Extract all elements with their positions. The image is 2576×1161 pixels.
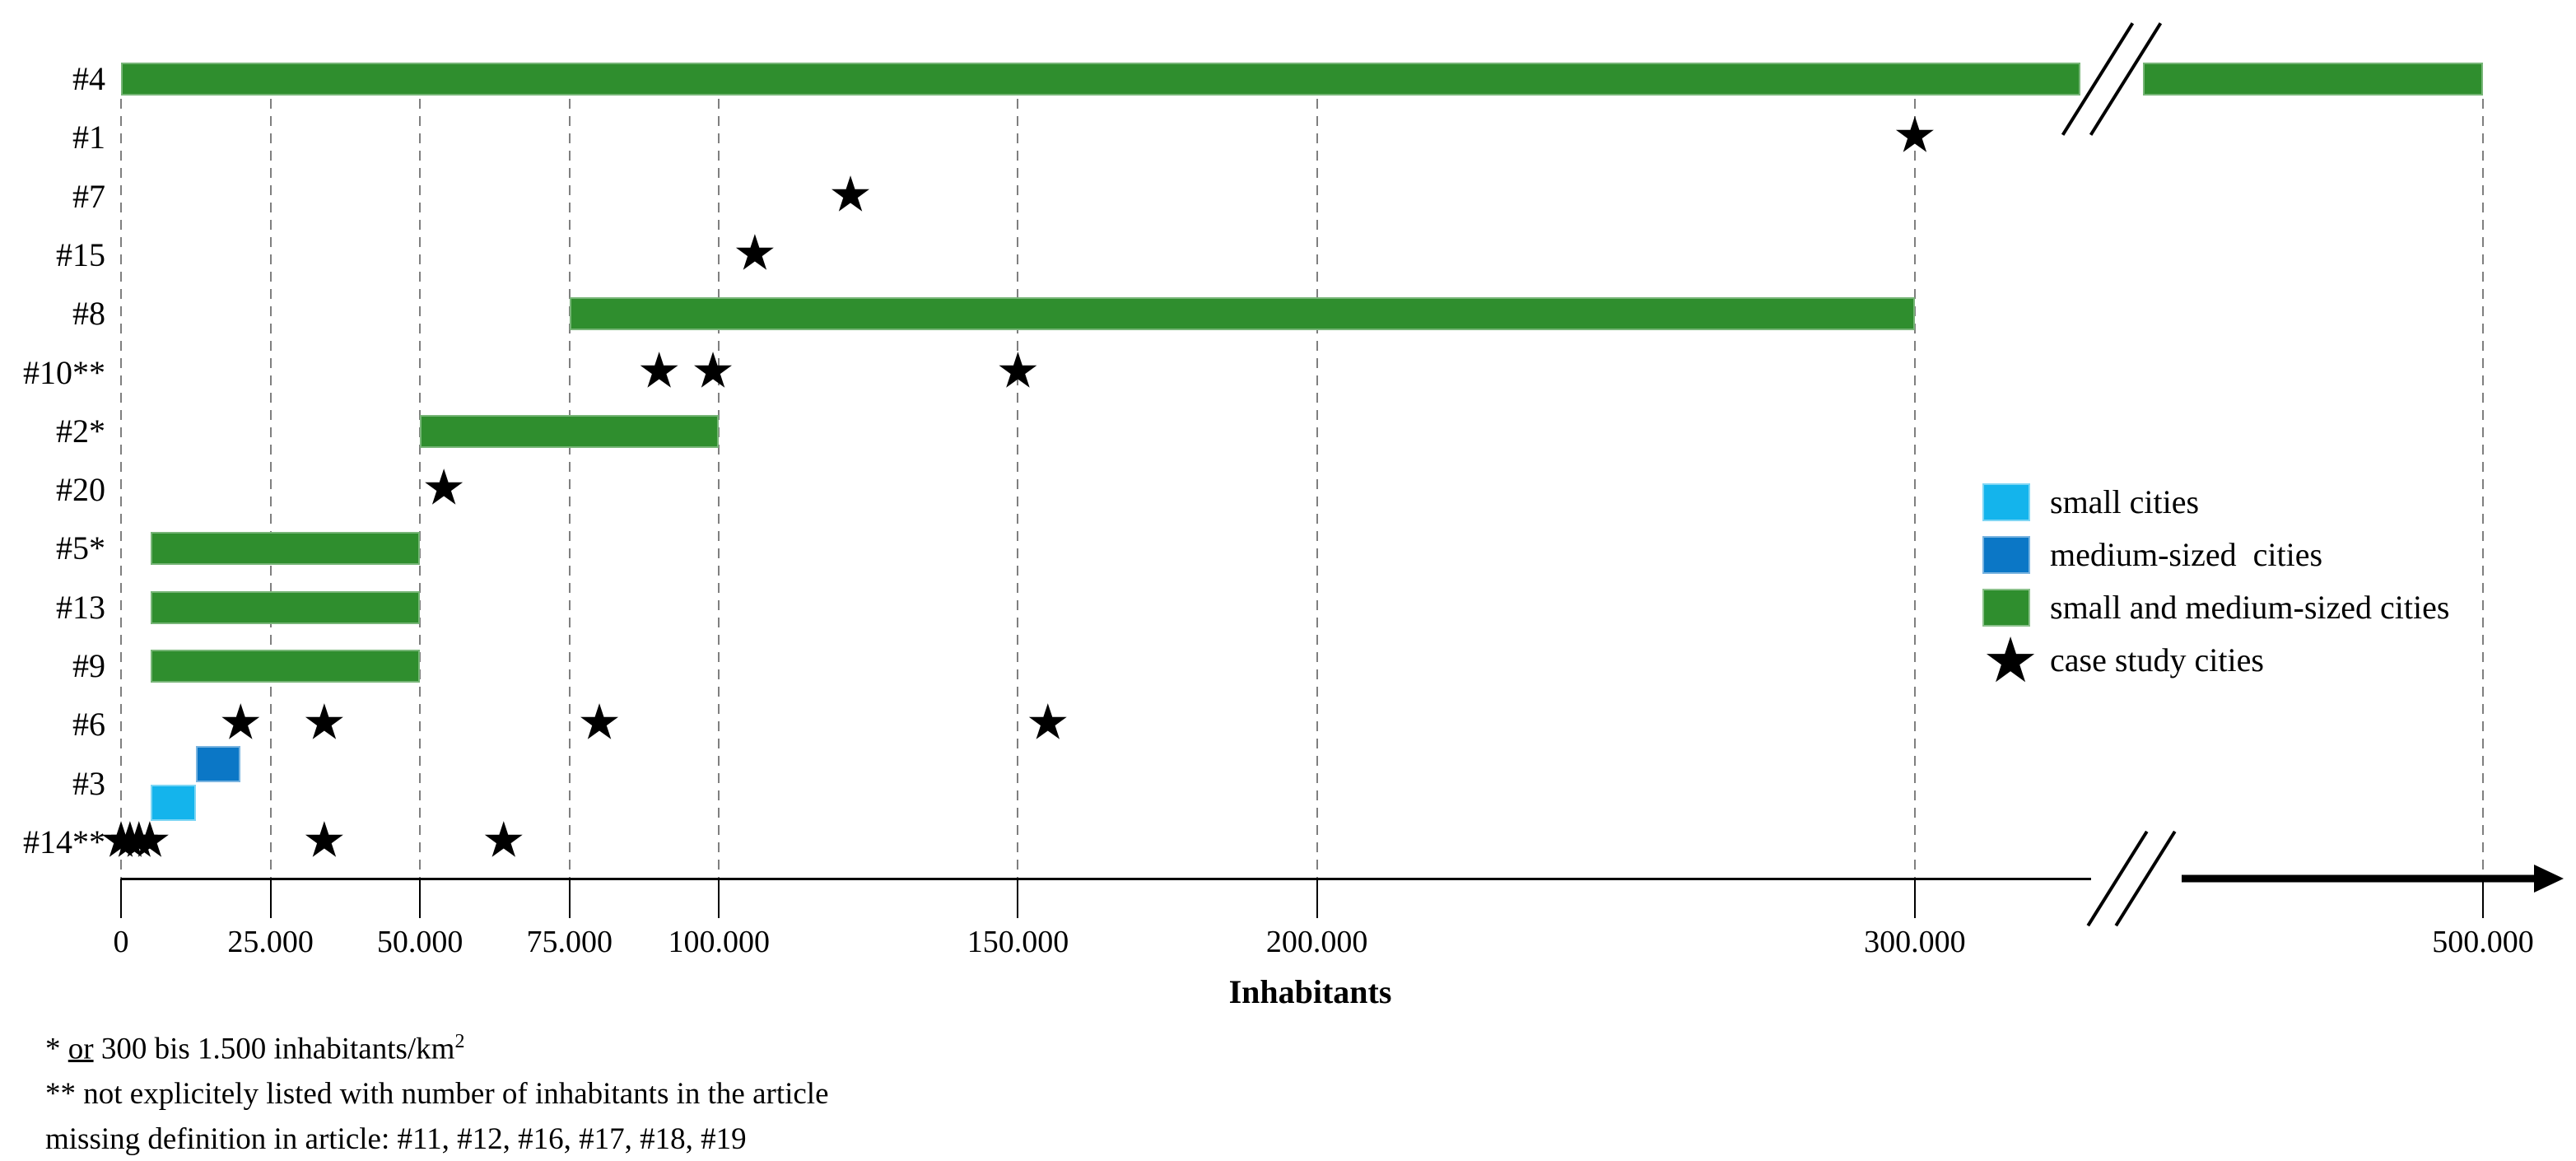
row-label: #5* bbox=[56, 529, 105, 567]
bar-segment bbox=[121, 63, 2080, 96]
legend-item-medium-cities: medium-sized cities bbox=[1982, 529, 2449, 581]
small-and-medium-cities-swatch bbox=[1982, 589, 2030, 627]
axis-tick-label: 0 bbox=[113, 925, 129, 959]
case-study-star: ★ bbox=[828, 166, 873, 224]
axis-tick bbox=[269, 879, 272, 918]
row-label: #7 bbox=[72, 177, 105, 215]
axis-tick-label: 50.000 bbox=[376, 925, 463, 959]
axis-break-slash bbox=[2086, 830, 2149, 927]
gridline bbox=[120, 99, 122, 879]
case-study-star: ★ bbox=[995, 342, 1041, 400]
case-study-star: ★ bbox=[116, 811, 161, 870]
gridline bbox=[1316, 99, 1318, 879]
small-cities-swatch bbox=[1982, 483, 2030, 521]
case-study-star: ★ bbox=[577, 693, 622, 752]
axis-break-slash bbox=[2114, 830, 2177, 927]
small-cities-square bbox=[151, 784, 196, 821]
axis-tick bbox=[1913, 879, 1916, 918]
case-study-star: ★ bbox=[127, 811, 172, 870]
case-study-star: ★ bbox=[732, 224, 777, 282]
footnote-1: * or 300 bis 1.500 inhabitants/km2 bbox=[45, 1031, 465, 1066]
bar bbox=[151, 590, 421, 624]
axis-tick bbox=[2482, 879, 2484, 918]
gridline bbox=[568, 99, 571, 879]
row-label: #6 bbox=[72, 706, 105, 744]
case-study-star: ★ bbox=[636, 342, 682, 400]
row-label: #3 bbox=[72, 764, 105, 802]
case-study-star: ★ bbox=[1892, 106, 1937, 165]
legend-label: medium-sized cities bbox=[2050, 536, 2323, 573]
axis-tick bbox=[419, 879, 422, 918]
row-label: #9 bbox=[72, 647, 105, 684]
bar bbox=[151, 532, 421, 566]
gridline bbox=[718, 99, 720, 879]
x-axis-line bbox=[121, 878, 2091, 880]
case-study-star: ★ bbox=[302, 811, 347, 870]
bar bbox=[569, 297, 1915, 331]
row-label: #13 bbox=[56, 588, 105, 626]
bar bbox=[151, 650, 421, 683]
axis-tick-label: 200.000 bbox=[1265, 925, 1368, 959]
case-study-star: ★ bbox=[1025, 693, 1070, 752]
gridline bbox=[419, 99, 422, 879]
row-label: #2* bbox=[56, 412, 105, 450]
row-label: #14** bbox=[23, 823, 105, 860]
legend-label: small and medium-sized cities bbox=[2050, 589, 2450, 626]
legend-label: small cities bbox=[2050, 483, 2200, 520]
axis-tick-label: 150.000 bbox=[967, 925, 1069, 959]
medium-cities-square bbox=[195, 745, 241, 782]
case-study-star: ★ bbox=[302, 693, 347, 752]
x-axis-title: Inhabitants bbox=[1228, 973, 1392, 1010]
row-label: #8 bbox=[72, 295, 105, 333]
row-label: #15 bbox=[56, 235, 105, 273]
footnote-3: missing definition in article: #11, #12,… bbox=[45, 1122, 747, 1157]
case-study-star: ★ bbox=[99, 811, 143, 870]
axis-tick bbox=[718, 879, 720, 918]
case-study-star: ★ bbox=[691, 342, 735, 400]
legend-item-small-and-medium-cities: small and medium-sized cities bbox=[1982, 581, 2449, 634]
row-label: #1 bbox=[72, 119, 105, 156]
axis-tick bbox=[120, 879, 122, 918]
legend-item-small-cities: small cities bbox=[1982, 476, 2449, 529]
x-axis-arrow-shaft bbox=[2182, 874, 2534, 883]
gridline bbox=[1913, 99, 1916, 879]
x-axis-arrowhead-icon bbox=[2534, 865, 2564, 893]
medium-cities-swatch bbox=[1982, 536, 2030, 574]
axis-tick-label: 25.000 bbox=[227, 925, 314, 959]
axis-tick bbox=[1316, 879, 1318, 918]
gridline bbox=[2482, 99, 2484, 879]
axis-tick-label: 100.000 bbox=[668, 925, 771, 959]
row-label: #4 bbox=[72, 60, 105, 97]
case-study-star: ★ bbox=[218, 693, 263, 752]
case-study-star: ★ bbox=[422, 459, 467, 517]
bar bbox=[420, 414, 720, 448]
gridline bbox=[1017, 99, 1019, 879]
legend-item-case-study-cities: ★ case study cities bbox=[1982, 623, 2449, 697]
row-label: #10** bbox=[23, 353, 105, 391]
case-study-star: ★ bbox=[481, 811, 526, 870]
axis-tick-label: 75.000 bbox=[526, 925, 613, 959]
axis-tick-label: 300.000 bbox=[1864, 925, 1966, 959]
axis-tick bbox=[568, 879, 571, 918]
axis-tick-label: 500.000 bbox=[2432, 925, 2534, 959]
footnotes: * or 300 bis 1.500 inhabitants/km2 ** no… bbox=[45, 1019, 829, 1161]
gridline bbox=[269, 99, 272, 879]
bar-segment bbox=[2143, 63, 2483, 96]
case-study-star: ★ bbox=[107, 811, 152, 870]
legend: small cities medium-sized cities small a… bbox=[1982, 476, 2449, 697]
axis-tick bbox=[1017, 879, 1019, 918]
legend-label: case study cities bbox=[2050, 641, 2264, 678]
row-label: #20 bbox=[56, 471, 105, 509]
footnote-2: ** not explicitely listed with number of… bbox=[45, 1077, 829, 1112]
star-icon: ★ bbox=[1982, 623, 2039, 697]
